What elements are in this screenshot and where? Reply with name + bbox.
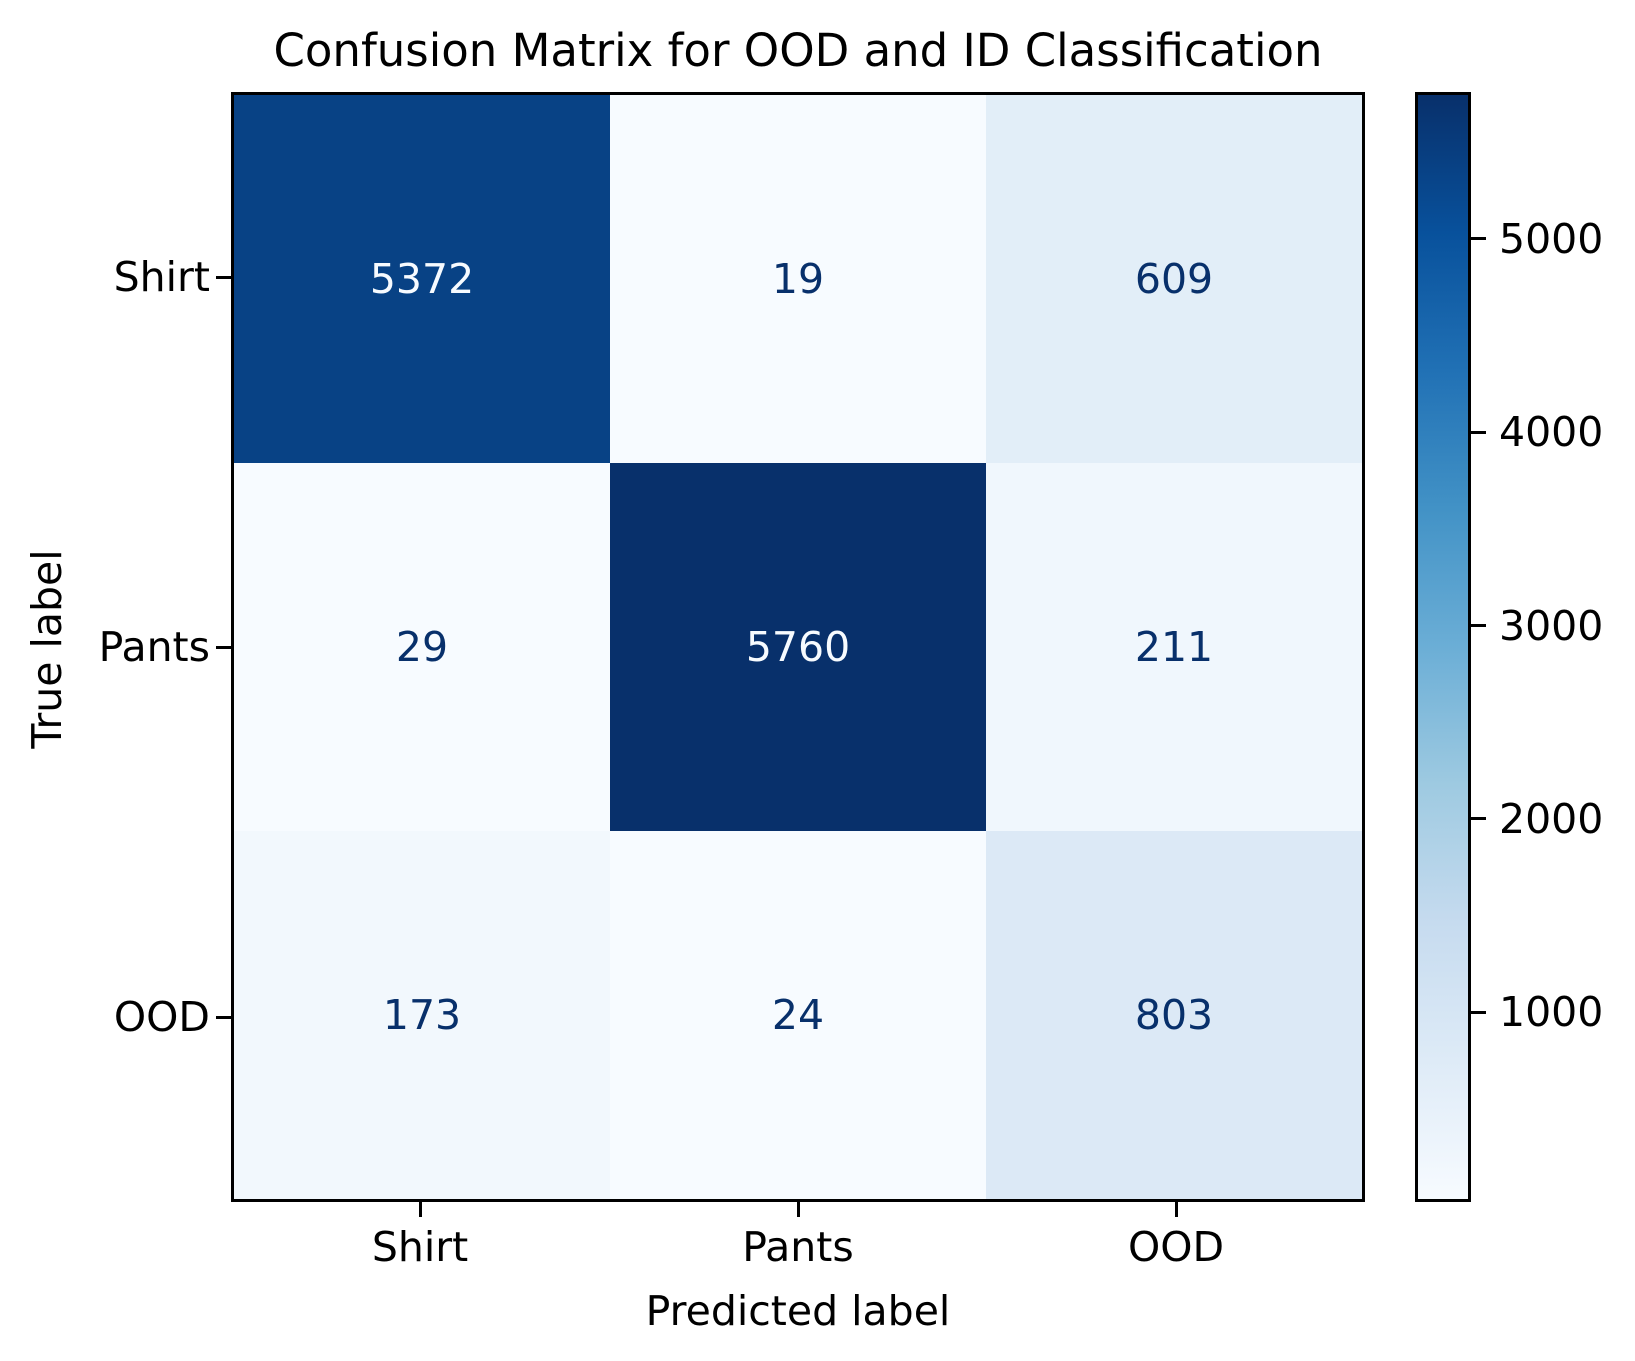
x-tick-mark	[796, 1202, 800, 1217]
x-tick-mark	[1174, 1202, 1178, 1217]
x-tick-label: Shirt	[371, 1223, 469, 1271]
x-tick-label: OOD	[1127, 1223, 1225, 1271]
colorbar-tick-label: 5000	[1499, 214, 1604, 263]
x-axis-label: Predicted label	[645, 1287, 951, 1335]
cell-value: 609	[1134, 255, 1214, 303]
cell-value: 24	[771, 991, 825, 1039]
cell-value: 5372	[369, 255, 475, 303]
cell-value: 211	[1134, 623, 1214, 671]
heatmap-cell: 5372	[234, 95, 610, 463]
cell-value: 173	[382, 991, 462, 1039]
y-tick-label: Pants	[98, 623, 210, 671]
y-tick-mark	[216, 275, 231, 279]
heatmap-cell: 29	[234, 463, 610, 831]
colorbar-tick-label: 4000	[1499, 408, 1604, 457]
colorbar-tick-label: 2000	[1499, 794, 1604, 843]
heatmap-cell: 24	[610, 831, 986, 1199]
cell-value: 803	[1134, 991, 1214, 1039]
colorbar-tick-label: 3000	[1499, 601, 1604, 650]
heatmap-grid: 5372 19 609 29 5760 211 173 24 803	[231, 92, 1365, 1202]
chart-title: Confusion Matrix for OOD and ID Classifi…	[273, 24, 1323, 77]
heatmap-cell: 609	[986, 95, 1362, 463]
y-tick-label: OOD	[113, 993, 210, 1041]
colorbar-tick-mark	[1471, 624, 1486, 628]
y-tick-mark	[216, 645, 231, 649]
heatmap-cell: 5760	[610, 463, 986, 831]
cell-value: 5760	[745, 623, 851, 671]
colorbar-tick-mark	[1471, 430, 1486, 434]
colorbar-tick-mark	[1471, 237, 1486, 241]
x-tick-mark	[418, 1202, 422, 1217]
colorbar-tick-mark	[1471, 1010, 1486, 1014]
y-axis-label: True label	[23, 549, 71, 749]
heatmap-cell: 173	[234, 831, 610, 1199]
y-tick-label: Shirt	[113, 253, 210, 301]
heatmap-cell: 803	[986, 831, 1362, 1199]
x-tick-label: Pants	[742, 1223, 854, 1271]
y-tick-mark	[216, 1015, 231, 1019]
colorbar-tick-label: 1000	[1499, 988, 1604, 1037]
colorbar	[1415, 92, 1471, 1202]
heatmap-cell: 19	[610, 95, 986, 463]
colorbar-tick-mark	[1471, 817, 1486, 821]
heatmap-cell: 211	[986, 463, 1362, 831]
cell-value: 19	[771, 255, 825, 303]
cell-value: 29	[395, 623, 449, 671]
